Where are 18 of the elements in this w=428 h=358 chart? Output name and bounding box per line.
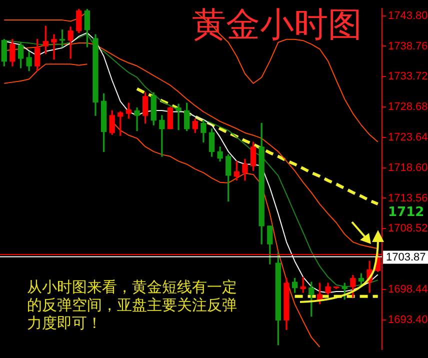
y-tick-label: 1698.44	[388, 283, 428, 296]
y-tick-label: 1738.76	[388, 40, 428, 52]
y-tick-label: 1693.40	[388, 314, 428, 326]
annotation: 从小时图来看，黄金短线有一定的反弹空间，亚盘主要关注反弹力度即可！	[27, 278, 238, 332]
y-tick-label: 1708.52	[388, 222, 428, 235]
text: 1712	[388, 205, 424, 221]
ref-line-label: 1703.87	[386, 252, 426, 264]
y-tick-label: 1728.68	[388, 101, 428, 114]
y-tick-label: 1723.64	[388, 131, 428, 144]
y-tick-label: 1733.72	[388, 70, 428, 83]
candlestick	[176, 104, 182, 130]
line-series	[136, 87, 380, 206]
candlestick	[51, 34, 57, 60]
candlestick	[134, 108, 140, 132]
y-tick-label: 1713.56	[388, 192, 428, 204]
y-tick-label: 1718.60	[388, 162, 428, 174]
y-tick-label: 1743.80	[388, 10, 428, 22]
candlestick	[159, 115, 165, 157]
